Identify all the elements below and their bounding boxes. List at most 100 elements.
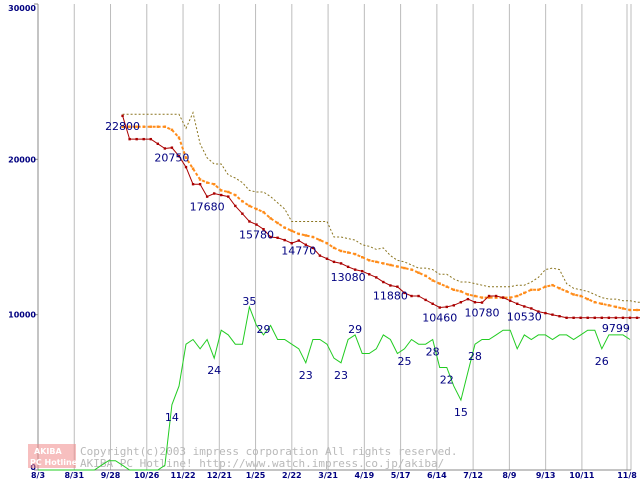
data-point-average [537, 288, 540, 292]
data-point-min [163, 147, 167, 150]
data-point-average [184, 156, 188, 159]
data-point-min [149, 137, 152, 141]
data-point-min [156, 142, 160, 145]
data-point-min [438, 306, 441, 309]
series-line-average [122, 125, 640, 311]
data-point-average [360, 255, 364, 259]
watermark: AKIBA PC Hotline! Copyright(c)2003 impre… [28, 444, 458, 470]
data-point-average [135, 125, 138, 128]
data-point-average [551, 283, 554, 287]
data-point-average [325, 242, 329, 245]
data-point-min [396, 285, 399, 288]
data-point-min [325, 257, 329, 260]
data-point-min [205, 195, 209, 198]
data-point-average [544, 285, 547, 288]
x-tick-label: 3/21 [318, 471, 338, 480]
data-point-min [382, 280, 385, 284]
data-point-average [516, 294, 519, 298]
data-point-min [212, 192, 216, 195]
data-point-average [607, 304, 611, 307]
x-tick-label: 9/28 [101, 471, 121, 480]
watermark-url: AKIBA PC Hotline! http://www.watch.impre… [80, 457, 444, 470]
data-point-average [452, 288, 456, 292]
data-point-average [121, 125, 124, 128]
data-point-average [368, 259, 371, 262]
data-point-min [459, 301, 463, 304]
y-tick-label: 10000 [8, 311, 36, 320]
data-point-min [424, 298, 427, 302]
data-point-average [297, 232, 300, 236]
series-line-shop-count [38, 305, 631, 471]
data-point-average [276, 221, 279, 225]
data-point-average [142, 125, 145, 128]
data-point-average [600, 302, 604, 305]
data-label: 28 [426, 346, 440, 359]
data-point-min [431, 302, 434, 305]
data-point-min [480, 301, 484, 304]
series-group [38, 111, 640, 471]
data-point-average [149, 125, 152, 128]
x-tick-label: 8/9 [502, 471, 516, 480]
x-tick-label: 4/19 [355, 471, 375, 480]
data-point-min [304, 243, 308, 246]
data-point-average [311, 235, 315, 239]
data-point-min [516, 302, 519, 305]
x-tick-label: 1/25 [246, 471, 266, 480]
data-point-average [445, 285, 448, 288]
data-label: 24 [207, 364, 221, 377]
data-point-min [234, 204, 237, 208]
data-label: 22 [440, 373, 454, 386]
data-point-average [628, 308, 632, 312]
data-point-min [276, 236, 279, 239]
data-point-average [212, 182, 216, 186]
data-point-average [227, 190, 230, 194]
data-point-min [135, 137, 138, 141]
data-point-average [255, 207, 258, 211]
data-point-average [572, 293, 575, 296]
data-point-min [255, 223, 258, 226]
series-line-min [122, 115, 640, 319]
data-point-min [614, 316, 618, 319]
data-point-average [248, 204, 251, 208]
data-point-min [297, 239, 300, 242]
data-point-average [494, 296, 498, 299]
data-point-min [269, 235, 272, 239]
data-point-min [600, 316, 604, 319]
data-label: 10530 [507, 310, 542, 323]
data-point-min [586, 316, 589, 319]
data-label: 13080 [331, 271, 366, 284]
data-point-average [234, 193, 237, 197]
x-tick-label: 12/21 [207, 471, 233, 480]
y-tick-label: 30000 [8, 4, 36, 13]
data-point-min [142, 137, 145, 141]
series-line-max [122, 111, 640, 303]
data-point-average [191, 167, 195, 170]
data-label: 35 [242, 295, 256, 308]
data-point-average [614, 305, 618, 309]
x-tick-label: 10/11 [569, 471, 595, 480]
watermark-copyright: Copyright(c)2003 impress corporation All… [80, 445, 458, 458]
data-point-average [487, 296, 491, 299]
data-point-average [170, 128, 174, 132]
data-point-min [262, 228, 265, 231]
data-point-min [318, 254, 322, 257]
data-point-average [579, 294, 582, 298]
data-point-min [339, 262, 343, 265]
data-label: 22800 [105, 120, 140, 133]
data-point-min [170, 146, 174, 149]
x-tick-label: 6/14 [427, 471, 447, 480]
data-point-min [544, 311, 547, 315]
x-tick-label: 9/13 [536, 471, 556, 480]
data-point-min [523, 305, 526, 308]
data-point-average [128, 125, 131, 128]
x-tick-label: 5/17 [391, 471, 411, 480]
data-label: 23 [299, 369, 313, 382]
data-point-min [227, 195, 230, 198]
data-point-min [290, 242, 293, 245]
data-point-average [177, 136, 181, 139]
data-label: 14 [165, 411, 179, 424]
data-point-average [262, 210, 265, 214]
data-point-min [410, 294, 413, 298]
data-point-average [198, 178, 202, 181]
